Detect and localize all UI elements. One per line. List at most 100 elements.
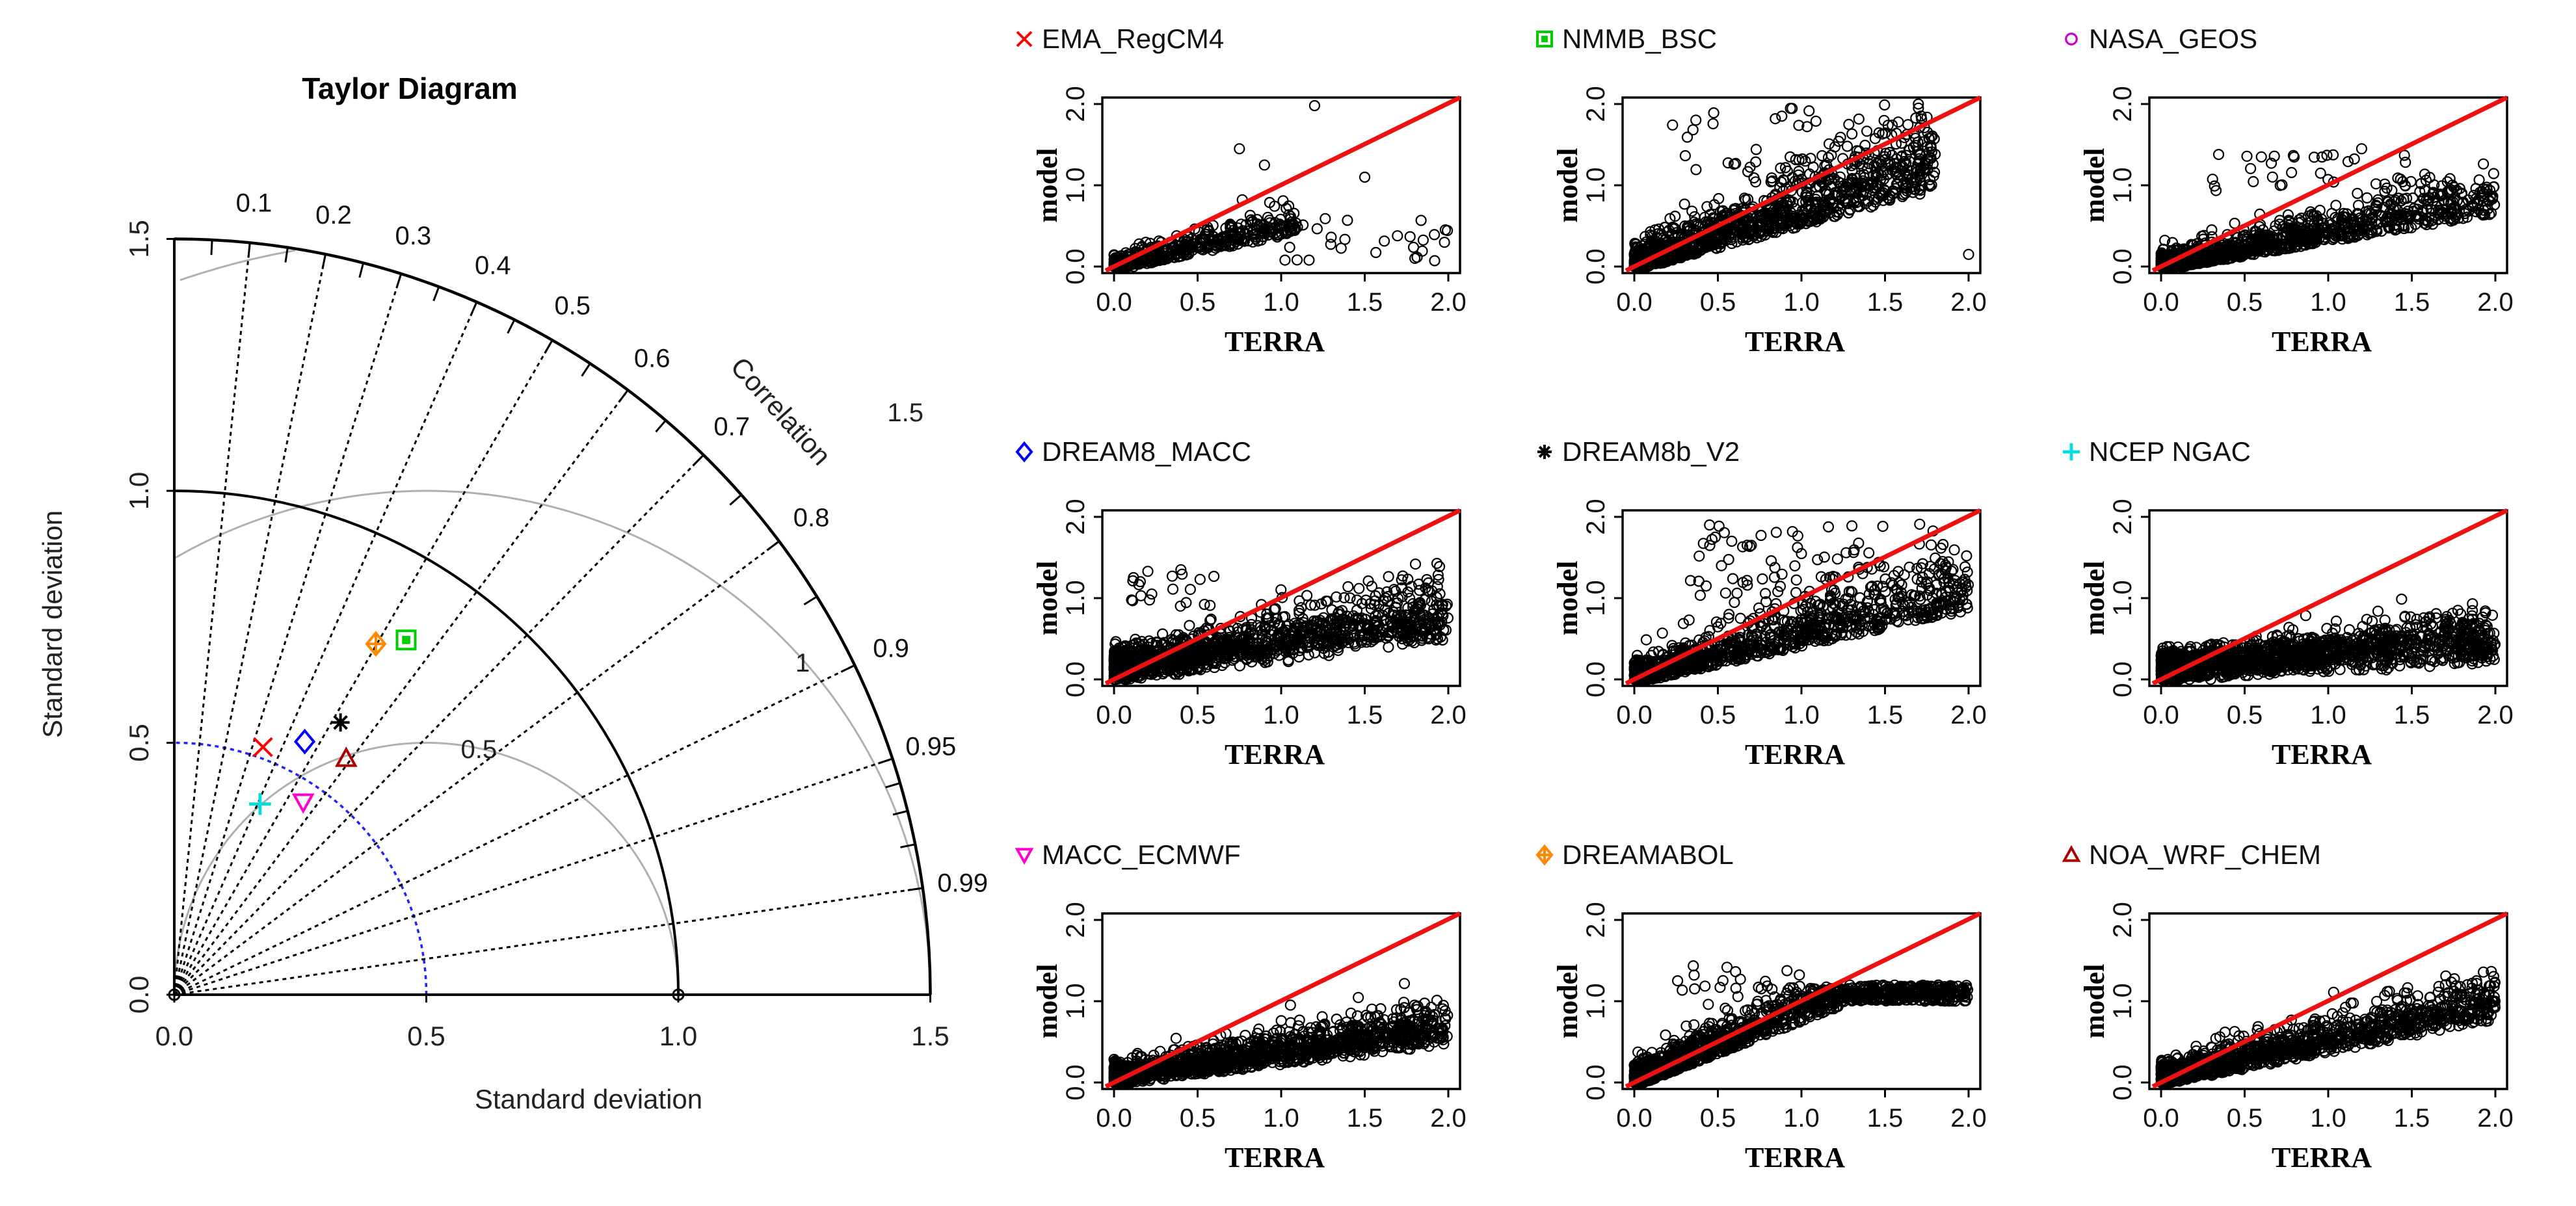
y-tick-label: 0.5 <box>124 724 154 761</box>
square-mark <box>1536 31 1553 47</box>
x-tick-label: 0.5 <box>1700 288 1736 317</box>
y-tick-label: 2.0 <box>1061 499 1090 535</box>
x-tick-label: 0.5 <box>2227 1104 2263 1133</box>
y-tick-label: 1.0 <box>124 472 154 510</box>
corr-tick <box>885 782 901 789</box>
rms-contour-label: 1 <box>795 649 810 677</box>
panel-xlabel: TERRA <box>2272 1142 2372 1173</box>
corr-tick-label: 0.95 <box>905 733 956 761</box>
square-core <box>1541 36 1548 42</box>
x-tick-label: 0.5 <box>407 1021 445 1051</box>
x-tick-label: 0.0 <box>1096 288 1132 317</box>
scatter-panel: DREAM8b_V2 0.0 0.5 1.0 1.5 2.0 0.0 1.0 2.0 TERRA m… <box>1537 436 1987 770</box>
corr-line <box>173 389 629 995</box>
corr-line <box>173 301 478 995</box>
panel-ylabel: model <box>2078 964 2110 1039</box>
x-tick-label: 2.0 <box>1950 1104 1987 1133</box>
taylor-diagram: Taylor Diagram Standard deviation Standa… <box>37 72 988 1114</box>
x-mark <box>252 737 273 757</box>
panel-xlabel: TERRA <box>2272 739 2372 770</box>
corr-tick <box>395 273 403 289</box>
scatter-points <box>1628 960 1974 1088</box>
corr-tick <box>655 419 667 433</box>
corr-tick-label: 0.5 <box>554 292 591 321</box>
corr-line <box>174 757 893 996</box>
taylor-point <box>252 737 273 757</box>
corr-tick-label: 0.6 <box>634 344 671 373</box>
corr-tick-label: 0.99 <box>937 869 988 897</box>
x-tick-label: 0.5 <box>1700 701 1736 729</box>
identity-line <box>2151 911 2508 1089</box>
taylor-corr-label: Correlation <box>725 351 837 471</box>
corr-line <box>174 540 780 996</box>
panel-xlabel: TERRA <box>1225 739 1325 770</box>
x-tick-label: 1.5 <box>1347 701 1383 729</box>
y-tick-label: 0.0 <box>1061 661 1090 698</box>
y-tick-label: 0.0 <box>1061 1064 1090 1101</box>
y-tick-label: 0.0 <box>124 976 154 1014</box>
y-tick-label: 0.0 <box>2108 248 2137 285</box>
asterisk-mark <box>1537 445 1552 459</box>
taylor-title: Taylor Diagram <box>302 72 517 105</box>
corr-tick-label: 0.8 <box>793 503 830 532</box>
corr-tick <box>907 887 923 891</box>
y-tick-label: 0.0 <box>1061 248 1090 285</box>
identity-line <box>1625 95 1982 273</box>
x-tick-label: 1.0 <box>1783 1104 1820 1133</box>
corr-tick-label: 0.3 <box>395 222 432 250</box>
triangle-down-mark <box>291 793 315 814</box>
corr-tick <box>766 540 780 551</box>
y-tick-label: 0.0 <box>2108 1064 2137 1101</box>
triangle-up-mark <box>2062 845 2081 862</box>
taylor-xlabel: Standard deviation <box>475 1084 702 1114</box>
y-tick-label: 1.0 <box>1582 167 1610 203</box>
panel-xlabel: TERRA <box>2272 326 2372 358</box>
corr-tick-label: 0.7 <box>713 413 750 441</box>
panel-ylabel: model <box>1031 964 1063 1039</box>
scatter-points <box>2155 143 2501 272</box>
corr-tick <box>507 319 516 334</box>
panel-ylabel: model <box>1031 148 1063 223</box>
corr-tick <box>210 239 213 256</box>
taylor-point <box>334 746 358 767</box>
scatter-panel: NMMB_BSC 0.0 0.5 1.0 1.5 2.0 0.0 1.0 2.0 TERRA mod… <box>1536 23 1987 358</box>
x-tick-label: 1.5 <box>2394 288 2430 317</box>
y-tick-label: 2.0 <box>1582 86 1610 122</box>
x-tick-label: 0.0 <box>2143 1104 2179 1133</box>
y-tick-label: 2.0 <box>2108 499 2137 535</box>
x-tick-label: 1.5 <box>1867 701 1904 729</box>
panel-title: MACC_ECMWF <box>1042 839 1241 870</box>
reference-point <box>672 988 685 1001</box>
corr-tick <box>692 454 704 467</box>
identity-line <box>2151 508 2508 686</box>
panel-legend-symbol <box>1537 445 1552 459</box>
panel-legend-symbol <box>2065 33 2078 46</box>
scatter-panel: DREAM8_MACC 0.0 0.5 1.0 1.5 2.0 0.0 1.0 2.0 TERRA… <box>1015 436 1467 770</box>
scatter-panel: NASA_GEOS 0.0 0.5 1.0 1.5 2.0 0.0 1.0 2.0 TERRA mo… <box>2065 23 2514 358</box>
rms-contour <box>173 742 680 995</box>
x-tick-label: 0.0 <box>155 1021 193 1051</box>
identity-line <box>2151 95 2508 273</box>
corr-tick <box>840 664 855 673</box>
panel-title: NASA_GEOS <box>2089 23 2257 54</box>
y-tick-label: 1.0 <box>2108 167 2137 203</box>
taylor-point <box>291 793 315 814</box>
triangle-up-mark <box>334 746 358 767</box>
corr-line <box>174 887 923 996</box>
identity-line <box>1625 911 1982 1089</box>
square-core <box>402 636 410 644</box>
scatter-panel: MACC_ECMWF 0.0 0.5 1.0 1.5 2.0 0.0 1.0 2.0 TERRA m… <box>1015 839 1467 1173</box>
corr-tick-label: 0.4 <box>475 252 511 280</box>
panel-legend-symbol <box>2062 845 2081 862</box>
corr-line <box>173 454 704 996</box>
y-tick-label: 1.0 <box>1061 167 1090 203</box>
rms-contour <box>174 490 931 995</box>
x-tick-label: 0.0 <box>1096 701 1132 729</box>
corr-tick-label: 0.1 <box>236 189 272 218</box>
corr-tick-label: 0.9 <box>873 634 909 662</box>
x-tick-label: 0.5 <box>1180 1104 1216 1133</box>
x-tick-label: 0.5 <box>2227 288 2263 317</box>
taylor-point <box>365 631 387 657</box>
taylor-point <box>395 629 417 651</box>
panel-legend-symbol <box>1015 441 1033 463</box>
